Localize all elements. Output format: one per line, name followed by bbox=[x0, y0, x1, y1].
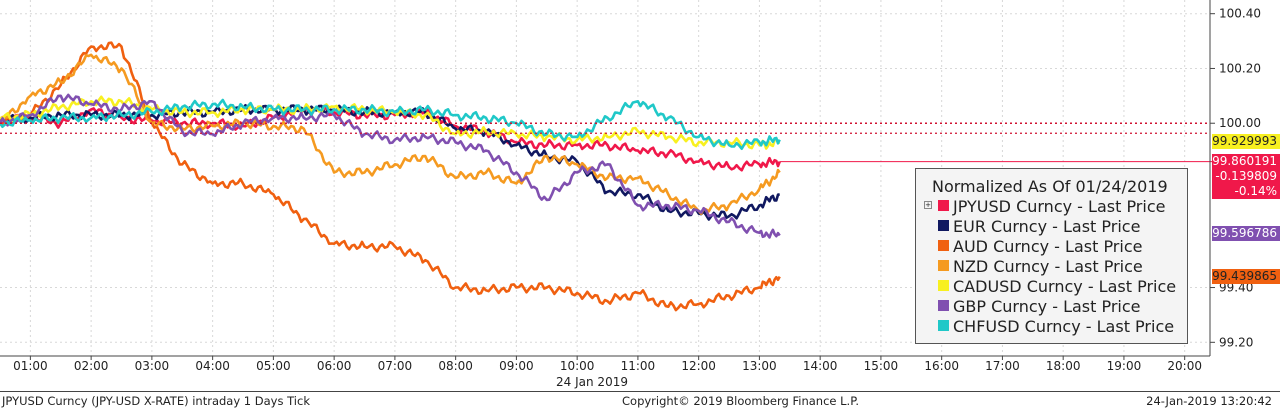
series-line-aud bbox=[0, 41, 781, 312]
series-line-gbp bbox=[0, 93, 781, 239]
legend-item-cadusd[interactable]: CADUSD Curncy - Last Price bbox=[924, 277, 1176, 297]
legend-label: NZD Curncy - Last Price bbox=[953, 257, 1143, 276]
x-tick-label: 09:00 bbox=[499, 359, 534, 373]
reference-line bbox=[0, 122, 1212, 163]
date-label: 24 Jan 2019 bbox=[556, 375, 628, 389]
x-tick-label: 13:00 bbox=[742, 359, 777, 373]
legend-swatch bbox=[938, 260, 949, 271]
series-lines bbox=[0, 41, 781, 312]
last-value-tag: 99.439865 bbox=[1212, 268, 1280, 284]
legend-label: EUR Curncy - Last Price bbox=[953, 217, 1141, 236]
x-tick-label: 02:00 bbox=[74, 359, 109, 373]
x-tick-label: 18:00 bbox=[1046, 359, 1081, 373]
series-line-jpyusd bbox=[0, 105, 781, 172]
legend-item-jpyusd[interactable]: JPYUSD Curncy - Last Price + bbox=[924, 197, 1165, 217]
expand-icon[interactable]: + bbox=[924, 201, 932, 209]
x-tick-label: 08:00 bbox=[438, 359, 473, 373]
x-tick-label: 03:00 bbox=[135, 359, 170, 373]
last-value-tag: 99.929993 bbox=[1212, 134, 1280, 150]
legend-item-chfusd[interactable]: CHFUSD Curncy - Last Price bbox=[924, 317, 1174, 337]
legend-swatch bbox=[938, 200, 949, 211]
footer-copyright: Copyright© 2019 Bloomberg Finance L.P. bbox=[622, 394, 859, 408]
tag-text: -0.14% bbox=[1234, 183, 1277, 198]
x-tick-label: 07:00 bbox=[378, 359, 413, 373]
legend-label: JPYUSD Curncy - Last Price bbox=[953, 197, 1166, 216]
x-tick-label: 14:00 bbox=[803, 359, 838, 373]
x-tick-label: 01:00 bbox=[13, 359, 48, 373]
legend[interactable]: Normalized As Of 01/24/2019 JPYUSD Curnc… bbox=[915, 168, 1188, 344]
legend-swatch bbox=[938, 300, 949, 311]
series-line-chfusd bbox=[0, 98, 781, 150]
legend-label: CHFUSD Curncy - Last Price bbox=[953, 317, 1175, 336]
legend-item-gbp[interactable]: GBP Curncy - Last Price bbox=[924, 297, 1141, 317]
legend-label: AUD Curncy - Last Price bbox=[953, 237, 1143, 256]
legend-swatch bbox=[938, 280, 949, 291]
x-tick-label: 17:00 bbox=[985, 359, 1020, 373]
series-line-nzd bbox=[0, 53, 781, 215]
x-tick-label: 11:00 bbox=[621, 359, 656, 373]
legend-item-nzd[interactable]: NZD Curncy - Last Price bbox=[924, 257, 1143, 277]
y-tick-label: 100.20 bbox=[1219, 61, 1261, 75]
status-bar: JPYUSD Curncy (JPY-USD X-RATE) intraday … bbox=[0, 391, 1280, 410]
footer-timestamp: 24-Jan-2019 13:20:42 bbox=[1146, 394, 1272, 408]
y-tick-label: 99.40 bbox=[1219, 281, 1253, 295]
legend-item-aud[interactable]: AUD Curncy - Last Price bbox=[924, 237, 1142, 257]
tag-text: -0.139809 bbox=[1215, 168, 1277, 183]
x-tick-label: 19:00 bbox=[1107, 359, 1142, 373]
x-tick-label: 15:00 bbox=[864, 359, 899, 373]
last-value-tag: 99.596786 bbox=[1212, 225, 1280, 241]
tag-text: 99.860191 bbox=[1212, 153, 1277, 168]
series-line-eur bbox=[0, 103, 780, 221]
y-tick-label: 100.40 bbox=[1219, 7, 1261, 21]
legend-item-eur[interactable]: EUR Curncy - Last Price bbox=[924, 217, 1140, 237]
tag-text: 99.439865 bbox=[1212, 268, 1277, 283]
tag-text: 99.596786 bbox=[1212, 225, 1277, 240]
legend-title: Normalized As Of 01/24/2019 bbox=[932, 177, 1168, 196]
x-tick-label: 20:00 bbox=[1167, 359, 1202, 373]
x-tick-label: 16:00 bbox=[924, 359, 959, 373]
last-value-tag: 99.860191 -0.139809 -0.14% bbox=[1212, 153, 1280, 199]
legend-swatch bbox=[938, 240, 949, 251]
x-tick-label: 12:00 bbox=[681, 359, 716, 373]
x-tick-label: 06:00 bbox=[317, 359, 352, 373]
footer-security-info: JPYUSD Curncy (JPY-USD X-RATE) intraday … bbox=[2, 394, 310, 408]
x-tick-label: 10:00 bbox=[560, 359, 595, 373]
legend-swatch bbox=[938, 220, 949, 231]
tag-text: 99.929993 bbox=[1212, 134, 1277, 149]
y-tick-label: 100.00 bbox=[1219, 116, 1261, 130]
x-tick-label: 05:00 bbox=[256, 359, 291, 373]
legend-label: CADUSD Curncy - Last Price bbox=[953, 277, 1177, 296]
y-tick-label: 99.20 bbox=[1219, 335, 1253, 349]
x-tick-label: 04:00 bbox=[195, 359, 230, 373]
axes: 01:00 02:00 03:00 04:00 05:00 06:00 07:00 08:00… bbox=[0, 0, 1261, 389]
legend-swatch bbox=[938, 320, 949, 331]
legend-label: GBP Curncy - Last Price bbox=[953, 297, 1141, 316]
